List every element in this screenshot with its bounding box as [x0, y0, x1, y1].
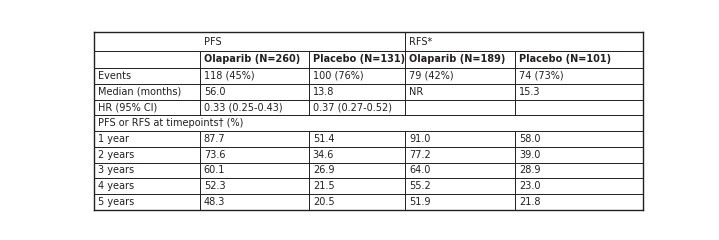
Text: 0.37 (0.27-0.52): 0.37 (0.27-0.52): [313, 102, 392, 112]
Text: 15.3: 15.3: [519, 87, 541, 97]
Text: Placebo (N=101): Placebo (N=101): [519, 54, 611, 64]
Text: 5 years: 5 years: [99, 197, 134, 207]
Text: 51.9: 51.9: [409, 197, 431, 207]
Text: 77.2: 77.2: [409, 150, 431, 160]
Text: Median (months): Median (months): [99, 87, 181, 97]
Text: 79 (42%): 79 (42%): [409, 71, 454, 81]
Text: 74 (73%): 74 (73%): [519, 71, 564, 81]
Text: 28.9: 28.9: [519, 166, 541, 175]
Text: 87.7: 87.7: [203, 134, 226, 144]
Text: 23.0: 23.0: [519, 181, 541, 191]
Text: 0.33 (0.25-0.43): 0.33 (0.25-0.43): [203, 102, 283, 112]
Text: 55.2: 55.2: [409, 181, 431, 191]
Text: 91.0: 91.0: [409, 134, 431, 144]
Text: Placebo (N=131): Placebo (N=131): [313, 54, 405, 64]
Text: Events: Events: [99, 71, 132, 81]
Text: 52.3: 52.3: [203, 181, 226, 191]
Text: 60.1: 60.1: [203, 166, 225, 175]
Text: Olaparib (N=260): Olaparib (N=260): [203, 54, 300, 64]
Text: 26.9: 26.9: [313, 166, 334, 175]
Text: 2 years: 2 years: [99, 150, 134, 160]
Text: 20.5: 20.5: [313, 197, 334, 207]
Text: 39.0: 39.0: [519, 150, 540, 160]
Text: PFS: PFS: [203, 36, 221, 47]
Text: 56.0: 56.0: [203, 87, 225, 97]
Text: 1 year: 1 year: [99, 134, 129, 144]
Text: 21.5: 21.5: [313, 181, 334, 191]
Text: 118 (45%): 118 (45%): [203, 71, 255, 81]
Text: 21.8: 21.8: [519, 197, 541, 207]
Text: 13.8: 13.8: [313, 87, 334, 97]
Text: NR: NR: [409, 87, 423, 97]
Text: 64.0: 64.0: [409, 166, 431, 175]
Text: 51.4: 51.4: [313, 134, 334, 144]
Text: 48.3: 48.3: [203, 197, 225, 207]
Text: PFS or RFS at timepoints† (%): PFS or RFS at timepoints† (%): [99, 118, 244, 128]
Text: 34.6: 34.6: [313, 150, 334, 160]
Text: HR (95% CI): HR (95% CI): [99, 102, 157, 112]
Text: 100 (76%): 100 (76%): [313, 71, 363, 81]
Text: Olaparib (N=189): Olaparib (N=189): [409, 54, 505, 64]
Text: 4 years: 4 years: [99, 181, 134, 191]
Text: 58.0: 58.0: [519, 134, 541, 144]
Text: 3 years: 3 years: [99, 166, 134, 175]
Text: 73.6: 73.6: [203, 150, 225, 160]
Text: RFS*: RFS*: [409, 36, 432, 47]
